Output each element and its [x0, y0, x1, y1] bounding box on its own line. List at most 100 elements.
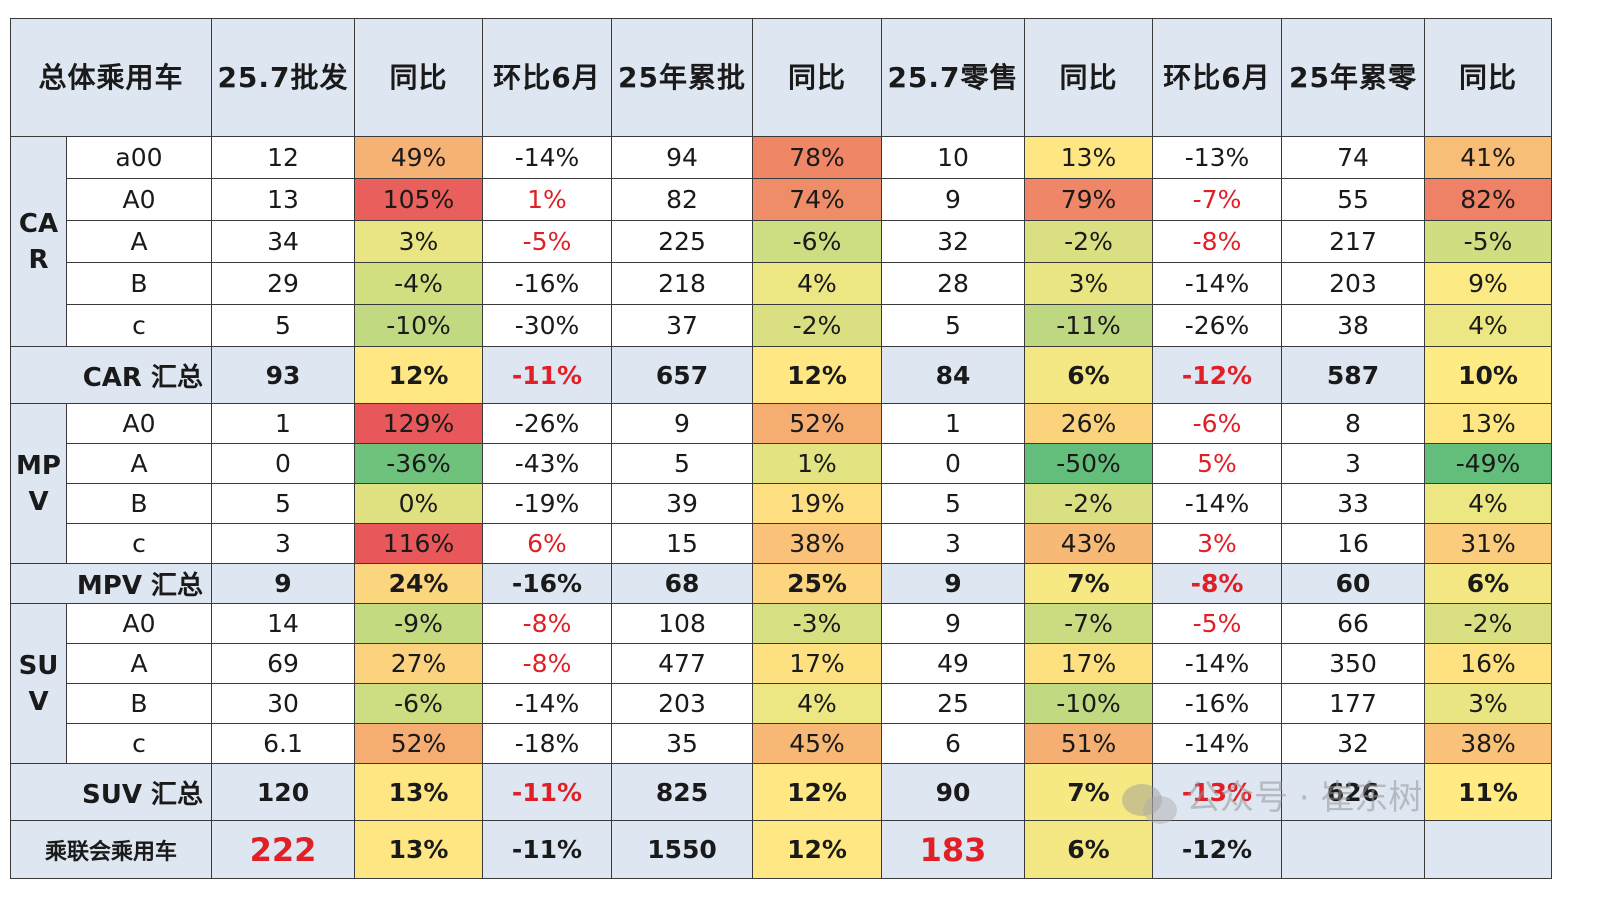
data-cell: 17%	[1024, 643, 1153, 684]
data-cell: -7%	[1152, 178, 1282, 221]
table-row: A 69 27% -8% 477 17% 49 17% -14% 350 16%	[11, 643, 1552, 684]
data-cell: 225	[611, 220, 753, 263]
data-cell: 4%	[1424, 483, 1552, 524]
data-cell: 3%	[354, 220, 483, 263]
data-cell: -26%	[482, 403, 612, 444]
data-cell: 129%	[354, 403, 483, 444]
total-cell: -8%	[1152, 563, 1282, 604]
data-cell: 217	[1281, 220, 1425, 263]
data-cell: 218	[611, 262, 753, 305]
data-cell: 38%	[752, 523, 882, 564]
data-cell: 1	[211, 403, 355, 444]
data-cell: -14%	[482, 683, 612, 724]
data-cell: 16	[1281, 523, 1425, 564]
total-cell: 24%	[354, 563, 483, 604]
group-label: SUV	[10, 603, 67, 764]
data-cell: 0	[211, 443, 355, 484]
data-cell: -5%	[1152, 603, 1282, 644]
data-cell: 49	[881, 643, 1025, 684]
data-cell: -8%	[1152, 220, 1282, 263]
data-cell: 9	[881, 603, 1025, 644]
total-cell: 60	[1281, 563, 1425, 604]
segment-label: A	[66, 643, 212, 684]
data-cell: -6%	[354, 683, 483, 724]
total-label: CAR 汇总	[10, 346, 212, 404]
data-cell: 3%	[1424, 683, 1552, 724]
header-col-6: 25.7零售	[881, 18, 1025, 137]
data-cell: 8	[1281, 403, 1425, 444]
total-label: MPV 汇总	[10, 563, 212, 604]
data-cell: 3	[881, 523, 1025, 564]
data-cell: -18%	[482, 723, 612, 764]
watermark: 公众号 · 崔东树	[1186, 778, 1423, 818]
grand-total-cell: -11%	[482, 820, 612, 879]
data-cell: 9	[611, 403, 753, 444]
data-cell: 15	[611, 523, 753, 564]
data-cell: 4%	[752, 262, 882, 305]
data-cell: -13%	[1152, 136, 1282, 179]
data-cell: 39	[611, 483, 753, 524]
segment-label: A0	[66, 178, 212, 221]
table-row: c 3 116% 6% 15 38% 3 43% 3% 16 31%	[11, 523, 1552, 564]
data-cell: -19%	[482, 483, 612, 524]
data-cell: -14%	[1152, 483, 1282, 524]
data-cell: 34	[211, 220, 355, 263]
data-cell: -16%	[482, 262, 612, 305]
total-cell: 9	[211, 563, 355, 604]
data-cell: 74%	[752, 178, 882, 221]
data-cell: -50%	[1024, 443, 1153, 484]
total-cell: 7%	[1024, 763, 1153, 821]
data-cell: 27%	[354, 643, 483, 684]
data-cell: -8%	[482, 603, 612, 644]
data-cell: 51%	[1024, 723, 1153, 764]
total-cell: 7%	[1024, 563, 1153, 604]
data-cell: 13%	[1024, 136, 1153, 179]
table-row: c 6.1 52% -18% 35 45% 6 51% -14% 32 38%	[11, 723, 1552, 764]
group-label: MPV	[10, 403, 67, 564]
total-cell: 657	[611, 346, 753, 404]
data-cell: 25	[881, 683, 1025, 724]
data-cell: -14%	[1152, 723, 1282, 764]
data-cell: 69	[211, 643, 355, 684]
data-cell: 82	[611, 178, 753, 221]
data-cell: 9	[881, 178, 1025, 221]
data-cell: -6%	[1152, 403, 1282, 444]
data-cell: 49%	[354, 136, 483, 179]
segment-label: B	[66, 483, 212, 524]
table-row: MPV A0 1 129% -26% 9 52% 1 26% -6% 8 13%	[10, 403, 1552, 564]
data-cell: 13	[211, 178, 355, 221]
total-row: SUV 汇总 120 13% -11% 825 12% 90 7% -13% 626 11%	[10, 763, 1552, 821]
data-cell: 38%	[1424, 723, 1552, 764]
total-cell: 11%	[1424, 763, 1552, 821]
data-cell: 26%	[1024, 403, 1153, 444]
data-cell: 52%	[354, 723, 483, 764]
data-cell: 108	[611, 603, 753, 644]
total-cell: 120	[211, 763, 355, 821]
data-cell: 5	[881, 483, 1025, 524]
data-cell: 1	[881, 403, 1025, 444]
total-cell: 12%	[354, 346, 483, 404]
data-cell: 29	[211, 262, 355, 305]
data-cell: 0	[881, 443, 1025, 484]
header-row: 总体乘用车 25.7批发 同比 环比6月 25年累批 同比 25.7零售 同比 环比6月 25年累…	[10, 18, 1552, 137]
data-cell: 1%	[752, 443, 882, 484]
data-cell: 9%	[1424, 262, 1552, 305]
data-cell: -10%	[1024, 683, 1153, 724]
data-cell: 6	[881, 723, 1025, 764]
table-row: A 34 3% -5% 225 -6% 32 -2% -8% 217 -5%	[11, 220, 1552, 263]
data-cell: -14%	[1152, 262, 1282, 305]
total-cell: -11%	[482, 346, 612, 404]
data-cell: -8%	[482, 643, 612, 684]
grand-total-cell	[1424, 820, 1552, 879]
data-cell: 38	[1281, 304, 1425, 347]
data-cell: -2%	[752, 304, 882, 347]
total-cell: 6%	[1024, 346, 1153, 404]
total-cell: 10%	[1424, 346, 1552, 404]
data-cell: 5	[211, 304, 355, 347]
header-col-1: 25.7批发	[211, 18, 355, 137]
data-cell: -14%	[1152, 643, 1282, 684]
header-col-10: 同比	[1424, 18, 1552, 137]
total-cell: 587	[1281, 346, 1425, 404]
segment-label: A0	[66, 603, 212, 644]
data-cell: 10	[881, 136, 1025, 179]
